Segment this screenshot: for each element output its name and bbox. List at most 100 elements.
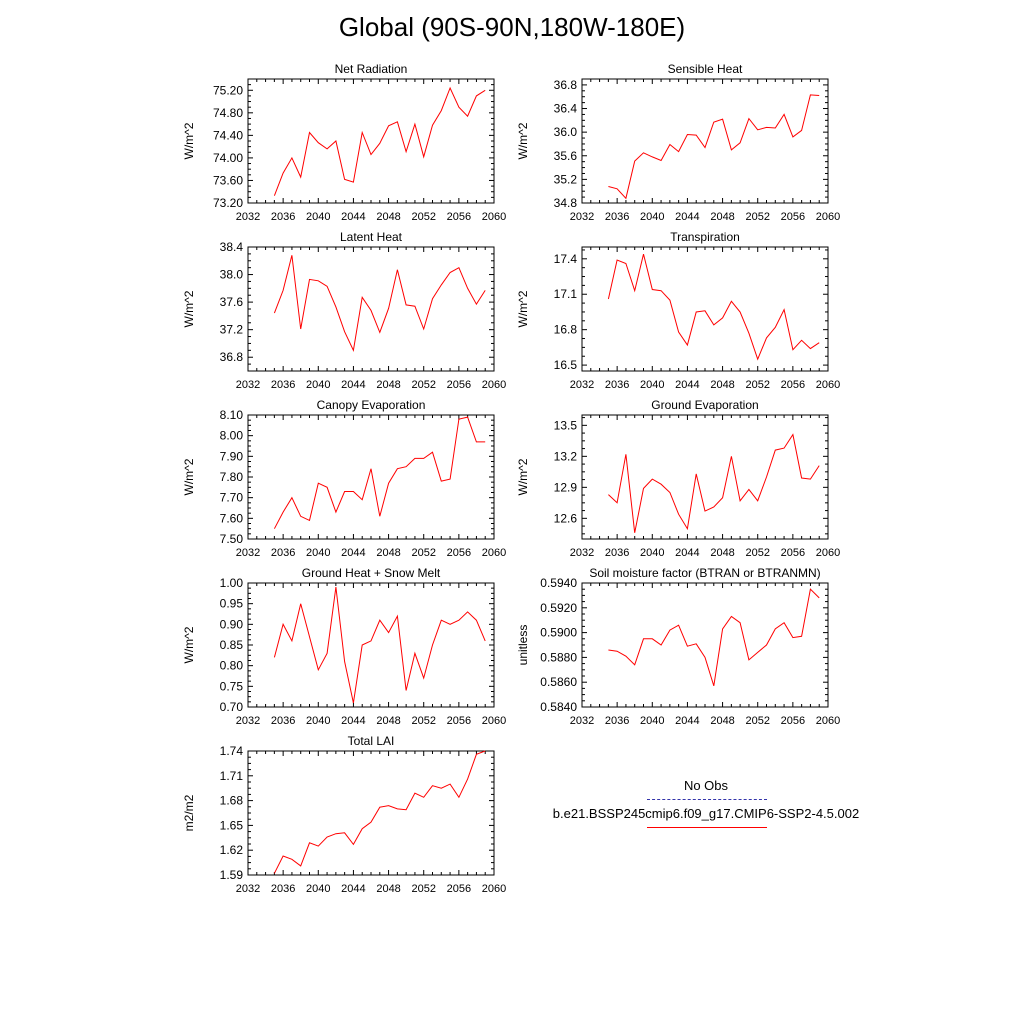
x-tick-label: 2032 <box>236 547 260 559</box>
chart-title: Sensible Heat <box>668 62 743 76</box>
x-tick-label: 2048 <box>376 883 400 895</box>
y-axis-label: W/m^2 <box>516 290 530 327</box>
x-tick-label: 2040 <box>306 547 330 559</box>
chart-panel: Latent Heat W/m^2 2032 2036 2040 2044 2048 2052… <box>182 230 506 391</box>
y-tick-label: 7.90 <box>220 449 244 463</box>
x-tick-label: 2044 <box>675 379 699 391</box>
y-tick-label: 37.2 <box>220 323 244 337</box>
chart-title: Total LAI <box>348 734 395 748</box>
x-tick-label: 2048 <box>710 379 734 391</box>
y-tick-label: 0.5940 <box>540 576 577 590</box>
chart-title: Ground Evaporation <box>651 398 758 412</box>
x-tick-label: 2040 <box>640 547 664 559</box>
chart-title: Latent Heat <box>340 230 403 244</box>
x-tick-label: 2036 <box>271 211 295 223</box>
series-line <box>608 588 820 687</box>
x-tick-label: 2048 <box>376 715 400 727</box>
y-axis-label: W/m^2 <box>182 626 196 663</box>
chart-title: Net Radiation <box>335 62 408 76</box>
y-tick-label: 36.8 <box>220 350 244 364</box>
y-tick-label: 74.00 <box>213 151 243 165</box>
y-axis-label: W/m^2 <box>516 122 530 159</box>
y-tick-label: 37.6 <box>220 295 244 309</box>
plot-frame <box>247 246 495 372</box>
x-tick-label: 2048 <box>710 547 734 559</box>
y-tick-label: 13.2 <box>554 449 578 463</box>
y-tick-label: 36.8 <box>554 78 578 92</box>
plot-frame <box>581 246 829 372</box>
x-tick-label: 2060 <box>816 379 840 391</box>
series-line <box>607 253 820 361</box>
x-tick-label: 2036 <box>605 211 629 223</box>
y-tick-label: 75.20 <box>213 83 243 97</box>
y-tick-label: 17.4 <box>554 252 578 266</box>
plot-frame <box>581 582 829 708</box>
y-tick-label: 8.10 <box>220 408 244 422</box>
series-line <box>608 94 820 200</box>
plot-frame <box>247 78 495 204</box>
y-axis-label: W/m^2 <box>182 290 196 327</box>
x-tick-label: 2056 <box>781 211 805 223</box>
y-axis-label: W/m^2 <box>182 458 196 495</box>
plot-frame <box>247 582 495 708</box>
x-tick-label: 2036 <box>271 883 295 895</box>
x-tick-label: 2048 <box>710 715 734 727</box>
series-line <box>273 750 486 874</box>
y-axis-label: unitless <box>516 625 530 666</box>
x-tick-label: 2040 <box>640 211 664 223</box>
x-tick-label: 2044 <box>341 715 365 727</box>
x-tick-label: 2056 <box>447 547 471 559</box>
y-tick-label: 0.70 <box>220 700 244 714</box>
chart-panel: Ground Evaporation W/m^2 2032 2036 2040 2044 2… <box>516 398 840 559</box>
x-tick-label: 2060 <box>816 715 840 727</box>
y-tick-label: 13.5 <box>554 418 578 432</box>
chart-title: Ground Heat + Snow Melt <box>302 566 441 580</box>
y-tick-label: 0.75 <box>220 679 244 693</box>
y-tick-label: 36.0 <box>554 125 578 139</box>
y-tick-label: 7.70 <box>220 491 244 505</box>
y-tick-label: 0.90 <box>220 617 244 631</box>
x-tick-label: 2040 <box>306 211 330 223</box>
y-tick-label: 34.8 <box>554 196 578 210</box>
x-tick-label: 2032 <box>236 211 260 223</box>
y-tick-label: 0.85 <box>220 638 244 652</box>
y-tick-label: 35.2 <box>554 172 578 186</box>
x-tick-label: 2060 <box>816 547 840 559</box>
y-tick-label: 1.65 <box>220 818 244 832</box>
x-tick-label: 2052 <box>411 379 435 391</box>
y-tick-label: 7.60 <box>220 511 244 525</box>
x-tick-label: 2040 <box>640 379 664 391</box>
legend-obs-line <box>647 799 767 800</box>
y-tick-label: 0.5840 <box>540 700 577 714</box>
y-tick-label: 16.5 <box>554 358 578 372</box>
y-tick-label: 16.8 <box>554 323 578 337</box>
x-tick-label: 2056 <box>781 379 805 391</box>
x-tick-label: 2056 <box>447 715 471 727</box>
x-tick-label: 2044 <box>675 211 699 223</box>
y-tick-label: 1.74 <box>220 744 244 758</box>
x-tick-label: 2036 <box>605 715 629 727</box>
plot-frame <box>581 78 829 204</box>
y-axis-label: W/m^2 <box>516 458 530 495</box>
x-tick-label: 2032 <box>236 379 260 391</box>
y-tick-label: 73.20 <box>213 196 243 210</box>
x-tick-label: 2032 <box>236 715 260 727</box>
y-tick-label: 1.71 <box>220 769 244 783</box>
x-tick-label: 2048 <box>376 211 400 223</box>
chart-title: Transpiration <box>670 230 740 244</box>
x-tick-label: 2056 <box>781 547 805 559</box>
y-tick-label: 73.60 <box>213 173 243 187</box>
y-tick-label: 7.50 <box>220 532 244 546</box>
series-line <box>273 255 486 352</box>
x-tick-label: 2048 <box>376 379 400 391</box>
x-tick-label: 2044 <box>341 547 365 559</box>
chart-title: Canopy Evaporation <box>317 398 426 412</box>
x-tick-label: 2048 <box>376 547 400 559</box>
x-tick-label: 2060 <box>816 211 840 223</box>
x-tick-label: 2032 <box>570 379 594 391</box>
x-tick-label: 2036 <box>271 715 295 727</box>
y-tick-label: 0.5880 <box>540 650 577 664</box>
x-tick-label: 2040 <box>306 715 330 727</box>
y-tick-label: 7.80 <box>220 470 244 484</box>
